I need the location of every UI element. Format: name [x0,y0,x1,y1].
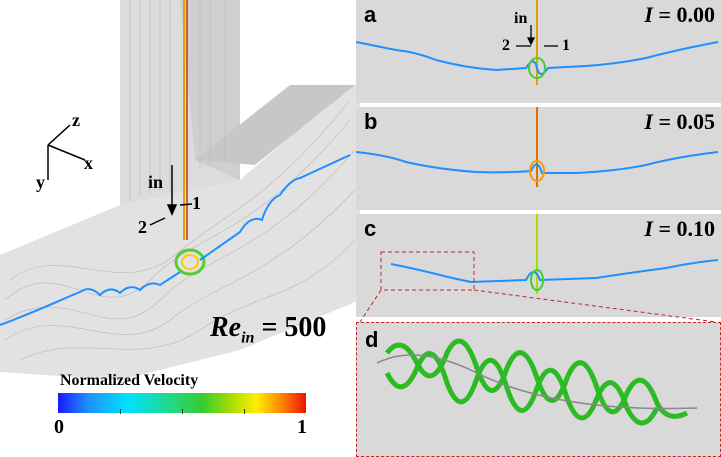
panel-c-intensity: I = 0.10 [644,216,715,241]
reynolds-value: 500 [284,312,327,343]
inlet-label: in [148,172,164,192]
outlet-2-label: 2 [138,217,147,237]
colorbar-max-label: 1 [297,416,307,438]
reynolds-equals: = [261,312,278,343]
vortex-core [174,248,206,276]
t-junction-render [0,0,360,380]
panel-d: d [356,322,721,457]
outlet-1-label: 1 [192,193,201,213]
reynolds-subscript: in [241,329,255,347]
main-3d-view: z x y in 1 2 Rein = 500 [0,0,360,457]
flow-arrows [149,165,193,226]
colorbar-min-label: 0 [54,416,64,438]
panel-a: a I = 0.00 in 2 1 [356,0,721,103]
panel-a-letter: a [364,2,377,27]
panel-d-letter: d [365,327,379,352]
particle-path-b [356,151,719,174]
particle-path-a [356,41,719,75]
axis-x-label: x [84,153,93,173]
helix-path-left [0,271,181,326]
panel-a-outlet-1-label: 1 [562,37,570,54]
axis-triad [47,124,86,180]
panel-c-letter: c [364,216,377,241]
particle-path-c [390,259,719,284]
panel-b-intensity: I = 0.05 [644,109,715,134]
background-streamlines [4,0,356,361]
zoom-box [380,251,475,291]
panel-a-inlet-label: in [514,10,528,27]
colorbar [58,393,306,413]
panel-a-outlet-2-label: 2 [502,37,510,54]
panel-b: b I = 0.05 [356,107,721,210]
panel-a-intensity: I = 0.00 [644,2,715,27]
colorbar-title: Normalized Velocity [60,372,199,389]
helix-path-right [199,154,351,261]
main-channel [0,85,360,380]
axis-z-label: z [72,110,80,130]
reynolds-number: Rein = 500 [210,312,326,348]
panel-c: c I = 0.10 [356,214,721,317]
axis-y-label: y [36,172,45,192]
zoomed-helix [384,338,689,426]
reynolds-symbol: Re [210,312,242,343]
panel-b-letter: b [364,109,378,134]
